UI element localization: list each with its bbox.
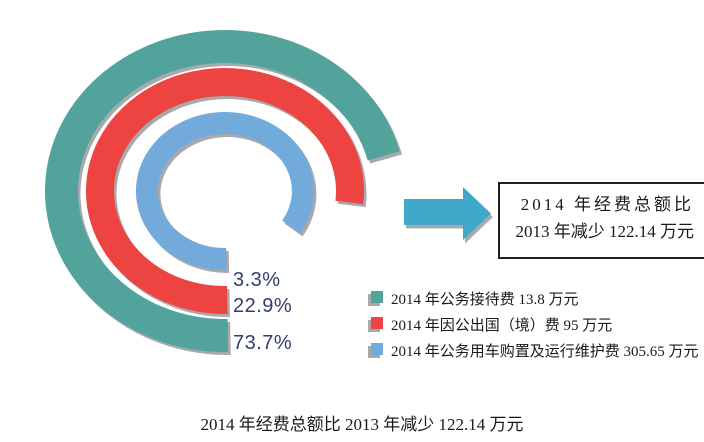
legend-label: 2014 年因公出国（境）费 95 万元	[391, 317, 613, 334]
legend-item-reception-fee: 2014 年公务接待费 13.8 万元	[371, 285, 699, 311]
percent-label-inner-ring: 3.3%	[233, 269, 281, 291]
legend: 2014 年公务接待费 13.8 万元 2014 年因公出国（境）费 95 万元…	[371, 285, 699, 363]
chart-caption: 2014 年经费总额比 2013 年减少 122.14 万元	[200, 415, 524, 434]
legend-item-overseas-fee: 2014 年因公出国（境）费 95 万元	[371, 311, 699, 337]
legend-item-vehicle-fee: 2014 年公务用车购置及运行维护费 305.65 万元	[371, 337, 699, 363]
ring-outer	[45, 30, 400, 353]
arrow-icon	[404, 187, 491, 240]
percent-label-outer-ring: 73.7%	[233, 332, 293, 354]
ring-middle	[86, 68, 364, 315]
legend-swatch-teal	[371, 291, 383, 303]
summary-box-line1: 2014 年经费总额比	[520, 195, 694, 214]
ring-inner	[135, 112, 314, 271]
legend-swatch-red	[371, 317, 383, 329]
legend-label: 2014 年公务用车购置及运行维护费 305.65 万元	[391, 343, 699, 360]
summary-box: 2014 年经费总额比 2013 年减少 122.14 万元	[498, 182, 704, 259]
summary-box-line2: 2013 年减少 122.14 万元	[515, 222, 695, 241]
legend-swatch-blue	[371, 343, 383, 355]
legend-label: 2014 年公务接待费 13.8 万元	[391, 291, 579, 308]
percent-label-middle-ring: 22.9%	[233, 295, 293, 317]
